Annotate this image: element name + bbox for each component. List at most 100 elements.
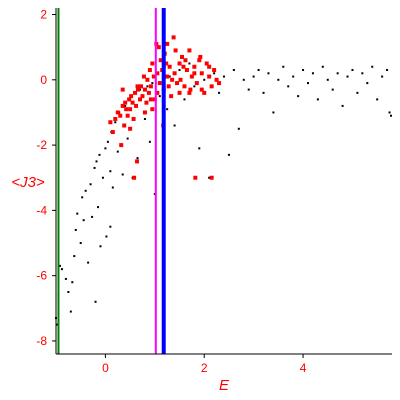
data-point — [120, 87, 125, 92]
data-point — [267, 72, 270, 75]
data-point — [247, 88, 250, 91]
data-point — [194, 81, 199, 86]
data-point — [183, 98, 186, 101]
data-point — [168, 75, 171, 78]
data-point — [173, 48, 178, 53]
data-point — [122, 123, 127, 128]
data-point — [156, 45, 161, 50]
data-point — [138, 97, 142, 102]
data-point — [157, 81, 162, 86]
data-point — [110, 130, 115, 135]
data-point — [81, 196, 84, 199]
data-point — [166, 84, 171, 89]
data-point — [148, 140, 151, 143]
data-point — [132, 175, 137, 180]
data-point — [204, 61, 209, 66]
data-point — [187, 90, 192, 95]
data-point — [94, 300, 97, 303]
y-tick-label: -4 — [36, 203, 47, 217]
data-point — [141, 74, 146, 79]
data-point — [91, 215, 94, 218]
data-point — [242, 78, 245, 81]
data-point — [79, 242, 82, 245]
data-point — [135, 159, 140, 164]
y-tick-label: -8 — [36, 334, 47, 348]
data-point — [193, 175, 198, 180]
x-tick-label: 4 — [300, 361, 307, 375]
data-point — [165, 41, 170, 46]
data-point — [105, 235, 108, 238]
data-point — [58, 264, 61, 267]
data-point — [199, 71, 204, 76]
data-point — [155, 71, 160, 76]
data-point — [351, 69, 354, 72]
data-point — [76, 212, 79, 215]
data-point — [129, 94, 134, 99]
data-point — [227, 153, 230, 156]
data-point — [99, 245, 102, 248]
data-point — [142, 87, 147, 92]
data-point — [169, 94, 174, 99]
data-point — [123, 100, 128, 105]
data-point — [198, 54, 203, 59]
y-axis-label: <J3> — [11, 174, 45, 191]
data-point — [178, 77, 183, 82]
data-point — [187, 48, 192, 53]
data-point — [136, 87, 141, 92]
data-point — [166, 108, 169, 111]
data-point — [232, 69, 235, 72]
data-point — [192, 64, 197, 69]
data-point — [106, 140, 109, 143]
data-point — [144, 100, 149, 105]
data-point — [155, 90, 160, 95]
data-point — [89, 183, 92, 186]
data-point — [150, 107, 155, 112]
data-point — [237, 127, 240, 130]
data-point — [388, 111, 391, 114]
data-point — [151, 74, 156, 79]
data-point — [164, 61, 169, 66]
data-point — [87, 261, 90, 264]
data-point — [146, 90, 151, 95]
data-point — [55, 323, 58, 326]
data-point — [188, 87, 193, 92]
data-point — [341, 104, 344, 107]
data-point — [120, 103, 125, 108]
data-point — [109, 225, 112, 228]
data-point — [207, 64, 212, 69]
data-point — [98, 153, 101, 156]
data-point — [171, 35, 176, 40]
data-point — [366, 82, 369, 85]
data-point — [311, 72, 314, 75]
data-point — [197, 58, 202, 63]
data-point — [138, 84, 143, 89]
data-point — [356, 91, 359, 94]
data-point — [147, 68, 152, 73]
data-point — [209, 175, 214, 180]
data-point — [192, 71, 197, 76]
data-point — [151, 82, 154, 85]
data-point — [60, 268, 63, 271]
data-point — [182, 84, 187, 89]
data-point — [217, 81, 222, 86]
data-point — [111, 186, 114, 189]
data-point — [209, 84, 214, 89]
data-point — [71, 281, 74, 284]
data-point — [207, 74, 212, 79]
data-point — [135, 84, 140, 89]
data-point — [336, 72, 339, 75]
data-point — [118, 113, 123, 118]
data-point — [104, 147, 107, 150]
data-point — [381, 75, 384, 78]
y-tick-label: -2 — [36, 138, 47, 152]
data-point — [119, 143, 124, 148]
x-tick-label: 2 — [201, 361, 208, 375]
data-point — [130, 100, 135, 105]
data-point — [121, 173, 124, 176]
data-point — [74, 228, 77, 231]
data-point — [178, 69, 181, 72]
data-point — [167, 64, 172, 69]
data-point — [307, 82, 309, 85]
data-point — [173, 124, 176, 127]
